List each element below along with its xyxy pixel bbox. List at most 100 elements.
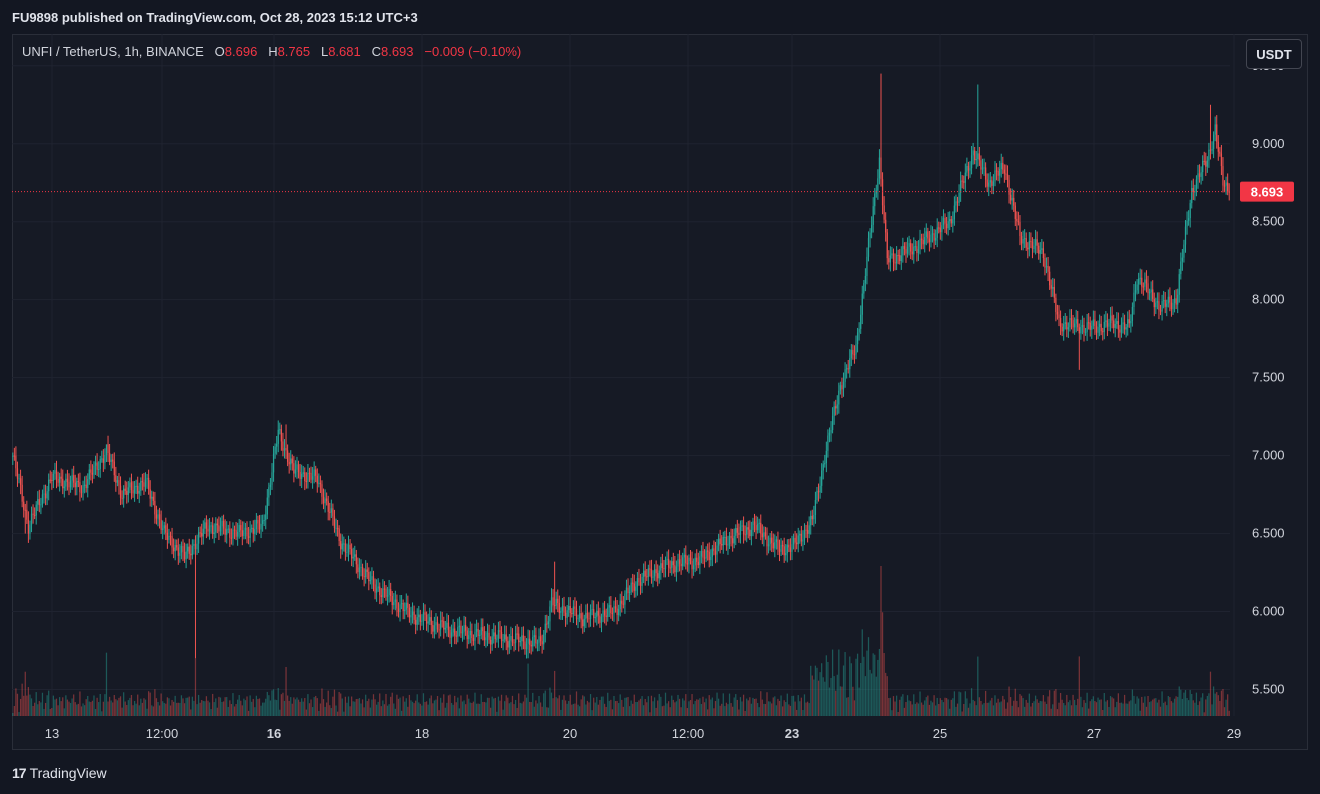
volume-bar (276, 700, 278, 716)
volume-bar (986, 702, 988, 716)
volume-bar (602, 696, 604, 716)
candle-body (1003, 169, 1005, 174)
volume-bar (1222, 688, 1224, 716)
currency-button[interactable]: USDT (1246, 39, 1302, 69)
volume-bar (685, 694, 687, 716)
volume-bar (672, 699, 674, 716)
candle-body (393, 601, 395, 606)
volume-bar (539, 702, 542, 716)
candle-body (112, 459, 114, 462)
volume-bar (849, 656, 851, 716)
candle-body (126, 490, 128, 495)
candle-body (591, 609, 593, 611)
volume-bar (266, 691, 268, 716)
volume-bar (917, 703, 920, 716)
volume-bar (162, 701, 164, 716)
candle-body (789, 547, 792, 552)
candle-body (432, 625, 434, 632)
volume-bar (307, 694, 309, 716)
volume-bar (491, 696, 493, 716)
candle-body (347, 544, 350, 552)
tradingview-footer[interactable]: 17 TradingView (12, 760, 107, 786)
volume-bar (707, 709, 709, 716)
volume-bar (942, 702, 945, 716)
candle-body (627, 587, 629, 593)
volume-bar (391, 692, 393, 716)
candle-body (682, 557, 684, 567)
volume-bar (218, 696, 220, 716)
volume-bar (299, 701, 301, 716)
volume-bar (277, 688, 279, 716)
volume-bar (599, 699, 601, 716)
candle-body (425, 614, 428, 624)
candle-body (842, 381, 845, 390)
volume-bar (886, 676, 888, 716)
candle-body (994, 170, 996, 182)
volume-bar (547, 707, 550, 716)
volume-bar (881, 612, 884, 716)
volume-bar (115, 699, 117, 716)
volume-bar (246, 696, 248, 716)
volume-bar (653, 697, 656, 716)
candle-body (618, 609, 620, 616)
candle-body (1070, 317, 1073, 321)
volume-bar (52, 695, 55, 716)
volume-bar (1161, 691, 1163, 716)
candle-body (194, 543, 197, 550)
volume-bar (833, 676, 835, 716)
volume-bar (1049, 690, 1051, 716)
candle-body (683, 554, 685, 558)
candle-body (856, 332, 859, 345)
volume-bar (1019, 694, 1021, 716)
candle-body (127, 487, 129, 495)
volume-bar (1203, 712, 1205, 716)
candle-body (755, 525, 757, 531)
candle-body (301, 473, 303, 480)
candle-body (1164, 300, 1166, 307)
candle-body (1153, 298, 1155, 308)
volume-bar (1191, 693, 1193, 716)
volume-bar (785, 702, 787, 716)
volume-bar (247, 710, 250, 716)
candle-body (588, 618, 590, 620)
price-chart[interactable]: 8.693 9.5009.0008.5008.0007.5007.0006.50… (12, 34, 1308, 750)
candle-body (371, 576, 373, 580)
candle-body (82, 484, 84, 493)
candle-body (886, 232, 888, 259)
candle-body (727, 544, 729, 546)
candle-body (305, 480, 307, 482)
candle-body (871, 224, 873, 233)
candle-body (981, 167, 984, 170)
candle-body (449, 629, 451, 638)
candle-body (564, 612, 567, 618)
volume-bar (76, 704, 78, 716)
low-value: 8.681 (328, 44, 361, 59)
candle-body (360, 566, 362, 568)
candle-body (282, 441, 284, 451)
candle-body (213, 532, 215, 534)
candle-body (730, 535, 732, 539)
candle-body (155, 514, 158, 519)
volume-bar (504, 701, 506, 716)
candle-body (68, 482, 70, 488)
volume-bar (682, 698, 684, 716)
candle-body (974, 150, 976, 161)
candle-body (1113, 320, 1115, 328)
symbol-label[interactable]: UNFI / TetherUS, 1h, BINANCE (22, 44, 204, 59)
candle-body (321, 484, 323, 497)
candle-body (463, 625, 465, 632)
candle-body (57, 478, 59, 483)
volume-bar (69, 703, 72, 716)
volume-bar (895, 695, 898, 716)
volume-bar (341, 698, 343, 716)
volume-bar (658, 693, 660, 716)
volume-bar (692, 704, 695, 716)
volume-bar (518, 693, 520, 716)
volume-bar (415, 700, 417, 716)
candle-body (944, 217, 946, 224)
candle-body (408, 607, 411, 618)
volume-bar (1225, 699, 1227, 716)
volume-bar (279, 709, 281, 716)
candle-body (260, 523, 262, 530)
x-tick-label: 18 (415, 726, 429, 741)
